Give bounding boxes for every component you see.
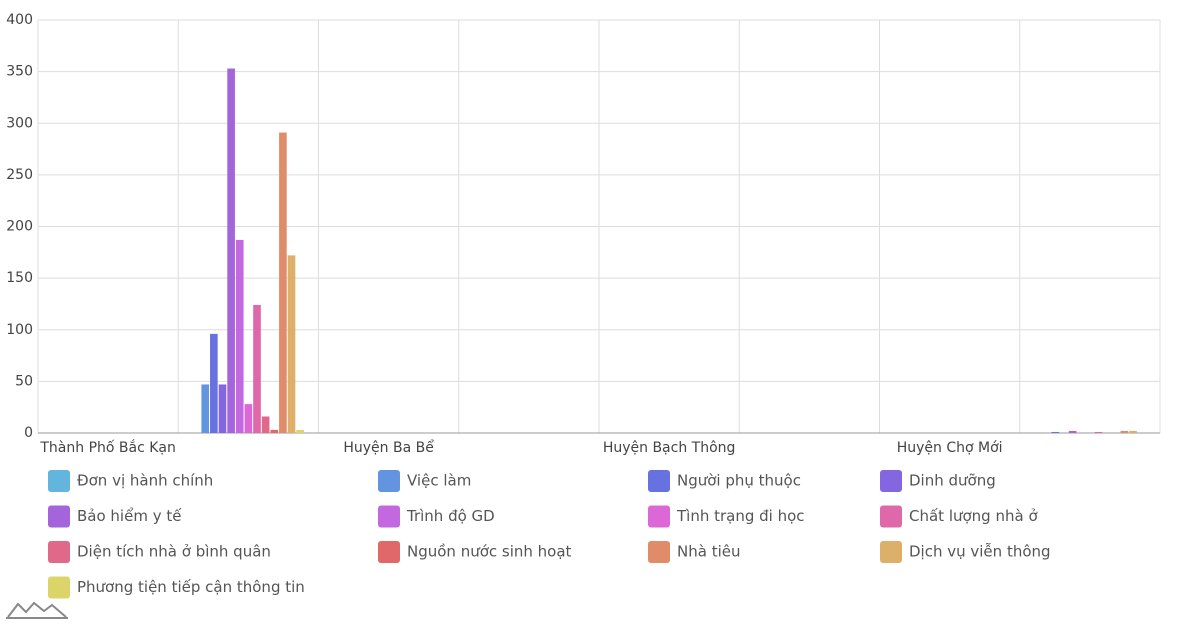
legend-swatch	[48, 576, 70, 599]
legend-label: Nhà tiêu	[677, 543, 740, 561]
bar	[287, 255, 296, 433]
legend-swatch	[48, 470, 70, 492]
bar	[279, 132, 287, 434]
x-tick-label: Huyện Ba Bể	[343, 439, 434, 456]
bar	[210, 333, 218, 433]
bar	[201, 384, 210, 433]
legend-label: Nguồn nước sinh hoạt	[407, 543, 572, 561]
legend-swatch	[48, 505, 70, 528]
legend-label: Chất lượng nhà ở	[909, 507, 1038, 525]
legend-swatch	[48, 541, 70, 563]
legend-label: Người phụ thuộc	[677, 472, 801, 490]
bar	[1120, 430, 1129, 433]
y-tick-label: 400	[6, 12, 33, 28]
legend-swatch	[880, 541, 902, 563]
legend-label: Diện tích nhà ở bình quân	[77, 543, 271, 561]
bar	[218, 384, 227, 433]
legend-swatch	[880, 505, 902, 528]
legend-swatch	[648, 470, 670, 492]
x-tick-label: Thành Phố Bắc Kạn	[39, 439, 176, 456]
legend-swatch	[378, 470, 400, 492]
bar	[253, 304, 261, 433]
legend-label: Dịch vụ viễn thông	[909, 543, 1051, 561]
bar	[270, 429, 279, 433]
y-tick-label: 150	[6, 270, 33, 286]
legend-swatch	[378, 541, 400, 563]
legend-label: Dinh dưỡng	[909, 472, 996, 490]
legend-swatch	[648, 541, 670, 563]
legend-label: Bảo hiểm y tế	[77, 507, 182, 525]
bar	[261, 416, 270, 433]
bar	[296, 429, 304, 433]
y-tick-label: 300	[6, 115, 33, 131]
y-tick-label: 100	[6, 322, 33, 338]
bar	[227, 68, 235, 433]
legend-swatch	[378, 505, 400, 528]
bar	[1129, 430, 1137, 433]
legend-swatch	[880, 470, 902, 492]
x-tick-label: Huyện Chợ Mới	[897, 440, 1003, 456]
bar	[244, 404, 253, 433]
legend-label: Việc làm	[407, 472, 471, 490]
bar	[235, 239, 244, 433]
y-tick-label: 350	[6, 64, 33, 80]
y-tick-label: 50	[15, 373, 33, 389]
bar	[1094, 431, 1103, 433]
legend-label: Tình trạng đi học	[676, 507, 805, 525]
logo	[6, 601, 68, 619]
y-tick-label: 250	[6, 167, 33, 183]
bar	[1068, 430, 1077, 433]
legend-label: Đơn vị hành chính	[77, 472, 213, 490]
y-tick-label: 0	[24, 425, 33, 441]
legend-label: Phương tiện tiếp cận thông tin	[77, 578, 305, 596]
y-tick-label: 200	[6, 219, 33, 235]
bar	[1051, 431, 1060, 433]
legend-swatch	[648, 505, 670, 528]
x-tick-label: Huyện Bạch Thông	[603, 440, 736, 456]
legend-label: Trình độ GD	[406, 507, 495, 525]
